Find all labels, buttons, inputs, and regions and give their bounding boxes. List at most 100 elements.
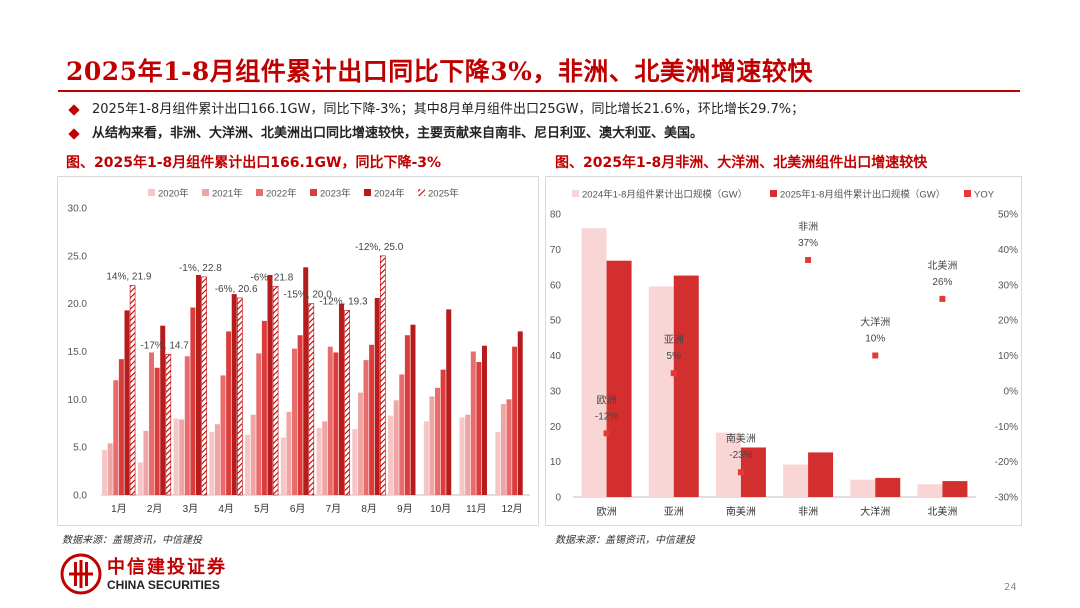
legend-swatch [770, 190, 777, 197]
legend-label: 2022年 [266, 188, 297, 200]
bar [470, 351, 476, 495]
y-tick-label: 0 [555, 493, 561, 504]
bullet-item: 从结构来看，非洲、大洋洲、北美洲出口同比增速较快，主要贡献来自南非、尼日利亚、澳… [68, 122, 1028, 146]
x-tick-label: 3月 [183, 503, 199, 515]
legend-swatch [148, 189, 155, 196]
data-label: -12%, 25.0 [355, 242, 404, 253]
monthly-export-chart: 0.0 5.0 10.0 15.0 20.0 25.0 30.0 2020年 2021年 2022… [68, 188, 530, 515]
bar [399, 374, 405, 495]
bar [435, 387, 441, 495]
x-tick-label: 11月 [466, 503, 486, 515]
x-tick-label: 亚洲 [664, 506, 684, 518]
data-label: -6%, 20.6 [215, 284, 258, 295]
bar [715, 432, 741, 497]
y-tick-label: 50 [550, 316, 562, 327]
x-tick-label: 1月 [111, 503, 127, 515]
point-yoy-label: 5% [667, 351, 682, 362]
data-label: -17%, 14.7 [140, 340, 189, 351]
bar [808, 452, 834, 497]
bar [272, 286, 279, 496]
right-source-note: 数据来源：盖锡资讯，中信建投 [555, 535, 695, 546]
y2-tick-label: 20% [998, 316, 1018, 327]
diamond-bullet-icon [68, 104, 80, 116]
bar [154, 367, 160, 495]
x-tick-label: 8月 [361, 503, 377, 515]
data-label: -6%, 21.8 [250, 272, 293, 283]
bar [423, 421, 429, 495]
bar [942, 481, 968, 497]
bar [476, 362, 482, 495]
y2-tick-label: 0% [1004, 386, 1019, 397]
left-chart-panel: 0.0 5.0 10.0 15.0 20.0 25.0 30.0 2020年 2021年 2022… [57, 176, 539, 526]
x-tick-label: 2月 [147, 503, 163, 515]
y-tick-label: 30 [550, 386, 562, 397]
point-region-label: 欧洲 [597, 394, 617, 406]
bar [783, 464, 809, 497]
bar [506, 399, 512, 495]
y-tick-label: 10.0 [68, 395, 88, 406]
point-region-label: 亚洲 [664, 334, 684, 346]
bar [195, 274, 201, 495]
bar [850, 479, 876, 497]
bar [129, 285, 136, 496]
yoy-point [603, 430, 610, 437]
legend-swatch [964, 190, 971, 197]
x-tick-label: 9月 [397, 503, 413, 515]
bar [143, 430, 149, 495]
bar [673, 275, 699, 497]
bar [581, 228, 607, 497]
bar [380, 255, 386, 496]
bar [393, 400, 399, 495]
bar [316, 428, 322, 495]
bar [512, 346, 518, 495]
x-tick-label: 6月 [290, 503, 306, 515]
bar [102, 450, 108, 495]
x-tick-label: 10月 [430, 503, 451, 515]
point-region-label: 南美洲 [726, 432, 756, 445]
bar [118, 359, 124, 495]
legend-label: 2023年 [320, 188, 351, 200]
bullet-text: 从结构来看，非洲、大洋洲、北美洲出口同比增速较快，主要贡献来自南非、尼日利亚、澳… [92, 126, 704, 141]
bar [495, 431, 501, 495]
point-region-label: 北美洲 [927, 259, 957, 272]
legend-label: 2024年 [374, 188, 405, 200]
bar [410, 324, 416, 495]
y-tick-label: 15.0 [68, 347, 88, 358]
bar [500, 404, 506, 495]
bar [297, 335, 303, 495]
yoy-point [737, 469, 744, 476]
y2-tick-label: -10% [995, 422, 1018, 433]
bullet-item: 2025年1-8月组件累计出口166.1GW，同比下降-3%；其中8月单月组件出… [68, 98, 1028, 122]
bar [740, 447, 766, 497]
y2-tick-label: 30% [998, 280, 1018, 291]
bar [303, 267, 309, 495]
y-tick-label: 30.0 [68, 204, 88, 215]
bar [261, 320, 267, 495]
y-tick-label: 20.0 [68, 299, 88, 310]
legend-swatch [572, 190, 579, 197]
y2-tick-label: 40% [998, 245, 1018, 256]
bar [344, 310, 350, 496]
bar [245, 434, 251, 495]
bar [267, 274, 273, 495]
bar [369, 344, 375, 495]
yoy-point [872, 352, 879, 359]
bar [226, 331, 232, 495]
point-yoy-label: -12% [595, 411, 618, 422]
bar [137, 462, 143, 495]
x-tick-label: 12月 [502, 503, 523, 515]
bar [606, 260, 632, 497]
bar [165, 354, 172, 496]
bar [327, 346, 333, 495]
x-tick-label: 7月 [326, 503, 342, 515]
china-securities-logo-icon [60, 553, 102, 595]
logo-text-en: CHINA SECURITIES [107, 578, 220, 592]
bar [280, 437, 286, 495]
left-chart-title: 图、2025年1-8月组件累计出口166.1GW，同比下降-3% [66, 155, 442, 171]
bar [388, 415, 394, 495]
legend-swatch [364, 189, 371, 196]
legend-swatch [418, 189, 425, 196]
y-tick-label: 80 [550, 210, 562, 221]
x-tick-label: 5月 [254, 503, 270, 515]
bar [179, 419, 185, 495]
